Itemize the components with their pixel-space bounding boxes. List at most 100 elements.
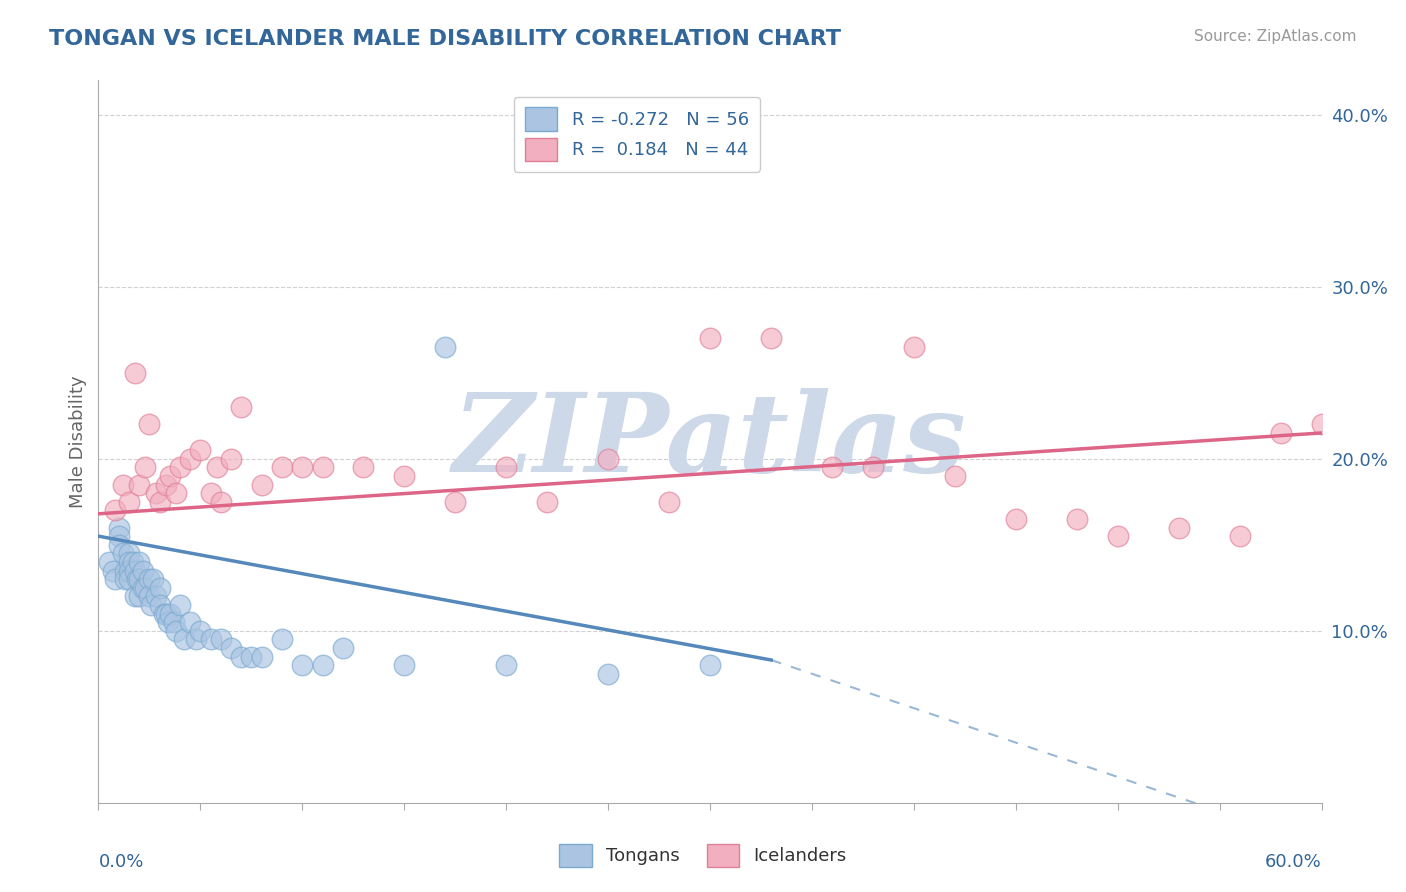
Point: [200, 486, 222, 500]
Point: [159, 607, 181, 621]
Point: [231, 400, 253, 414]
Point: [392, 469, 416, 483]
Point: [141, 598, 163, 612]
Point: [179, 615, 201, 630]
Point: [205, 460, 228, 475]
Point: [1270, 425, 1292, 440]
Point: [124, 590, 146, 604]
Point: [149, 598, 172, 612]
Point: [145, 486, 167, 500]
Point: [165, 486, 187, 500]
Point: [231, 649, 253, 664]
Point: [250, 477, 273, 491]
Text: 0.0%: 0.0%: [98, 854, 143, 871]
Point: [188, 443, 212, 458]
Point: [101, 564, 124, 578]
Point: [312, 460, 335, 475]
Point: [332, 640, 354, 655]
Legend: Tongans, Icelanders: Tongans, Icelanders: [551, 837, 855, 874]
Point: [142, 572, 165, 586]
Point: [312, 658, 335, 673]
Point: [149, 494, 172, 508]
Point: [118, 564, 141, 578]
Legend: R = -0.272   N = 56, R =  0.184   N = 44: R = -0.272 N = 56, R = 0.184 N = 44: [513, 96, 759, 172]
Y-axis label: Male Disability: Male Disability: [69, 376, 87, 508]
Point: [122, 555, 145, 569]
Point: [111, 546, 134, 560]
Point: [188, 624, 212, 638]
Point: [943, 469, 966, 483]
Point: [104, 572, 127, 586]
Point: [132, 581, 155, 595]
Point: [392, 658, 416, 673]
Point: [219, 640, 242, 655]
Point: [118, 572, 141, 586]
Point: [108, 520, 131, 534]
Point: [658, 494, 681, 508]
Point: [495, 658, 517, 673]
Point: [134, 581, 156, 595]
Point: [1310, 417, 1333, 432]
Point: [862, 460, 884, 475]
Point: [152, 607, 174, 621]
Point: [114, 572, 136, 586]
Point: [114, 564, 136, 578]
Point: [155, 477, 177, 491]
Point: [128, 477, 150, 491]
Point: [240, 649, 263, 664]
Point: [128, 590, 150, 604]
Text: ZIPatlas: ZIPatlas: [453, 388, 967, 495]
Point: [270, 632, 294, 647]
Point: [132, 564, 155, 578]
Point: [108, 538, 131, 552]
Point: [169, 598, 191, 612]
Point: [444, 494, 467, 508]
Point: [165, 624, 187, 638]
Text: TONGAN VS ICELANDER MALE DISABILITY CORRELATION CHART: TONGAN VS ICELANDER MALE DISABILITY CORR…: [49, 29, 841, 48]
Point: [138, 417, 160, 432]
Point: [761, 331, 783, 345]
Point: [179, 451, 201, 466]
Point: [219, 451, 242, 466]
Point: [138, 572, 160, 586]
Point: [108, 529, 131, 543]
Point: [1107, 529, 1129, 543]
Point: [903, 340, 925, 354]
Point: [128, 572, 150, 586]
Text: 60.0%: 60.0%: [1265, 854, 1322, 871]
Point: [1066, 512, 1088, 526]
Point: [536, 494, 558, 508]
Point: [1167, 520, 1189, 534]
Point: [118, 494, 141, 508]
Point: [104, 503, 127, 517]
Point: [127, 572, 149, 586]
Point: [250, 649, 273, 664]
Point: [118, 555, 141, 569]
Point: [598, 451, 620, 466]
Point: [291, 460, 314, 475]
Point: [1004, 512, 1026, 526]
Point: [699, 331, 721, 345]
Point: [352, 460, 374, 475]
Point: [163, 615, 186, 630]
Point: [291, 658, 314, 673]
Point: [186, 632, 208, 647]
Point: [145, 590, 167, 604]
Point: [97, 555, 120, 569]
Point: [209, 632, 232, 647]
Point: [169, 460, 191, 475]
Point: [173, 632, 195, 647]
Point: [495, 460, 517, 475]
Point: [155, 607, 177, 621]
Point: [149, 581, 172, 595]
Point: [598, 666, 620, 681]
Point: [138, 590, 160, 604]
Point: [111, 477, 134, 491]
Point: [821, 460, 844, 475]
Text: Source: ZipAtlas.com: Source: ZipAtlas.com: [1194, 29, 1357, 44]
Point: [124, 366, 146, 380]
Point: [128, 555, 150, 569]
Point: [1229, 529, 1251, 543]
Point: [134, 460, 156, 475]
Point: [434, 340, 457, 354]
